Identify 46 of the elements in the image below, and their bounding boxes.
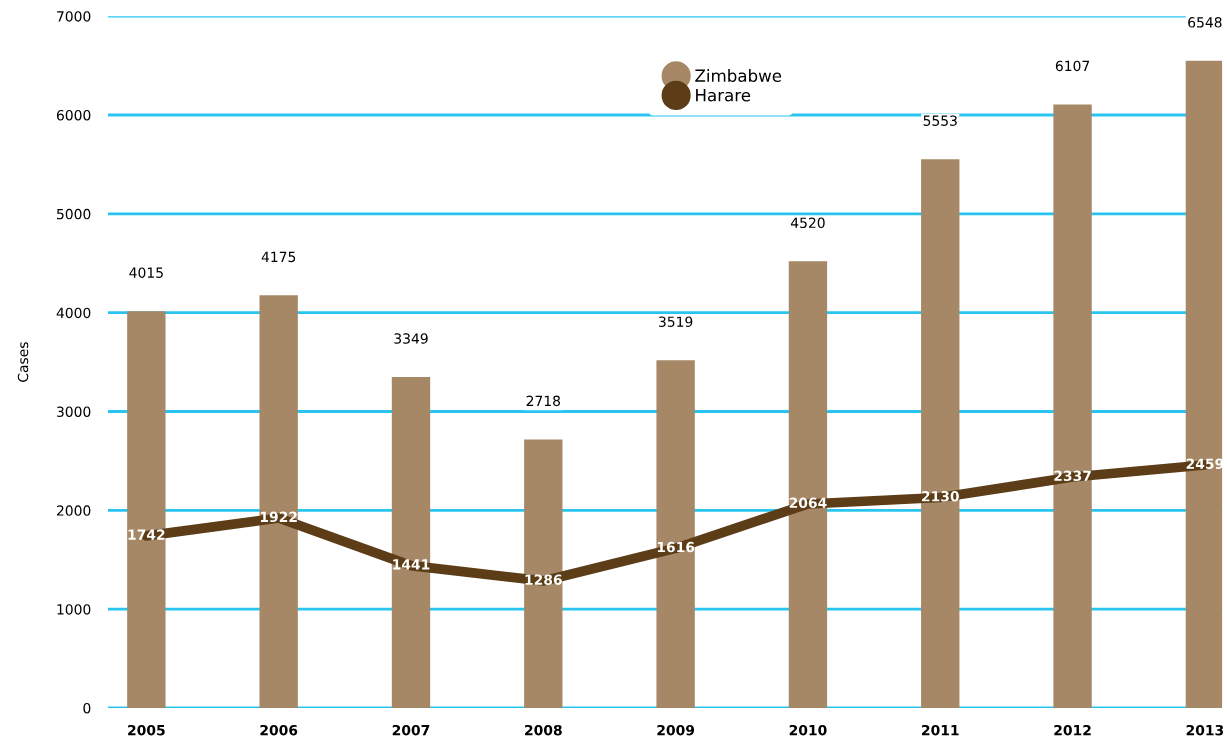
y-tick-label: 4000 xyxy=(56,307,91,319)
bar xyxy=(788,261,828,709)
data-label: 6107 xyxy=(1055,60,1090,72)
bar xyxy=(127,311,166,709)
data-label: 2337 xyxy=(1054,470,1091,482)
data-label: 1616 xyxy=(657,541,695,553)
bar xyxy=(656,360,695,709)
x-tick-label: 2012 xyxy=(1054,724,1091,736)
y-tick-label: 0 xyxy=(83,702,91,714)
data-label: 4520 xyxy=(790,217,825,229)
data-label: 2064 xyxy=(789,497,827,509)
data-label: 5553 xyxy=(923,115,957,126)
data-label: 1286 xyxy=(525,574,562,585)
x-tick-label: 2010 xyxy=(789,724,827,736)
data-label: 1441 xyxy=(393,559,430,570)
y-tick-label: 2000 xyxy=(56,505,91,516)
bar xyxy=(391,377,431,709)
y-tick-label: 1000 xyxy=(57,604,91,615)
data-label: 6548 xyxy=(1188,17,1222,28)
data-label: 1922 xyxy=(260,511,297,523)
x-tick-label: 2008 xyxy=(525,724,562,736)
data-label: 2718 xyxy=(526,395,561,407)
bar xyxy=(524,439,563,709)
legend-label: Zimbabwe xyxy=(695,69,782,82)
y-tick-label: 6000 xyxy=(56,109,91,121)
y-tick-label: 7000 xyxy=(57,11,91,22)
y-tick-label: 5000 xyxy=(57,208,91,220)
bar xyxy=(259,295,298,709)
bar xyxy=(1185,60,1223,709)
x-tick-label: 2006 xyxy=(260,724,298,736)
data-label: 2130 xyxy=(922,491,959,502)
data-label: 3349 xyxy=(394,333,428,344)
data-label: 4015 xyxy=(129,267,163,278)
x-tick-label: 2011 xyxy=(922,724,959,736)
y-axis-title: Cases xyxy=(17,342,29,382)
legend-label: Harare xyxy=(696,89,751,102)
data-label: 1742 xyxy=(128,529,165,540)
y-tick-label: 3000 xyxy=(57,406,91,417)
x-tick-label: 2009 xyxy=(657,724,695,736)
x-tick-label: 2013 xyxy=(1186,724,1224,736)
bar xyxy=(1053,104,1092,709)
bar xyxy=(921,159,960,709)
x-tick-label: 2005 xyxy=(128,724,165,736)
data-label: 3519 xyxy=(659,316,693,327)
x-tick-label: 2007 xyxy=(392,724,430,736)
data-label: 4175 xyxy=(261,251,296,263)
